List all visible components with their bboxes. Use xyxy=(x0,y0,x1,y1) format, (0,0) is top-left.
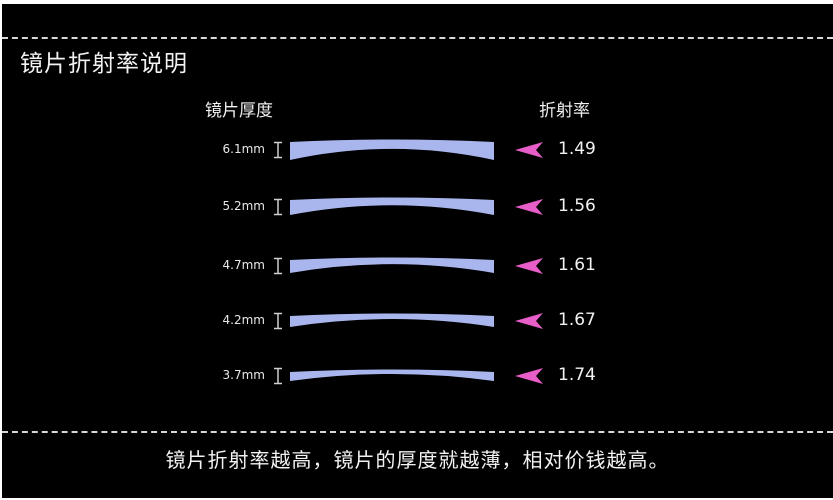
thickness-measure-icon xyxy=(274,257,282,274)
refractive-index-value: 1.67 xyxy=(558,309,596,330)
refractive-index-column-header: 折射率 xyxy=(539,101,590,121)
bottom-dashed-divider xyxy=(2,431,833,433)
lens-row: 5.2mm 1.56 xyxy=(2,196,833,226)
thickness-label: 3.7mm xyxy=(222,367,265,382)
thickness-label: 4.7mm xyxy=(222,257,265,272)
pointer-arrow-icon xyxy=(515,367,543,384)
thickness-measure-icon xyxy=(274,312,282,329)
refractive-index-value: 1.56 xyxy=(558,195,596,216)
pointer-arrow-icon xyxy=(515,312,543,329)
footer-note: 镜片折射率越高，镜片的厚度就越薄，相对价钱越高。 xyxy=(165,448,670,472)
thickness-label: 6.1mm xyxy=(222,142,265,156)
thickness-label: 4.2mm xyxy=(222,312,265,327)
refractive-index-value: 1.61 xyxy=(558,254,596,275)
lens-cross-section xyxy=(290,369,494,381)
pointer-arrow-icon xyxy=(515,257,543,274)
refractive-index-value: 1.74 xyxy=(558,364,596,385)
lens-cross-section xyxy=(290,257,494,273)
thickness-measure-icon xyxy=(274,198,282,215)
pointer-arrow-icon xyxy=(515,198,543,215)
thickness-measure-icon xyxy=(274,367,282,384)
lens-row: 4.7mm 1.61 xyxy=(2,254,833,286)
diagram-canvas: 镜片折射率说明 镜片厚度 折射率 6.1mm 1.49 5.2mm 1.56 4.7mm… xyxy=(2,4,833,498)
thickness-column-header: 镜片厚度 xyxy=(205,101,273,121)
lens-row: 6.1mm 1.49 xyxy=(2,138,833,168)
thickness-measure-icon xyxy=(274,141,282,159)
lens-row: 3.7mm 1.74 xyxy=(2,364,833,398)
lens-row: 4.2mm 1.67 xyxy=(2,309,833,342)
refractive-index-value: 1.49 xyxy=(558,139,596,159)
top-dashed-divider xyxy=(2,37,833,39)
lens-cross-section xyxy=(290,139,494,160)
page-title: 镜片折射率说明 xyxy=(20,51,188,77)
lens-cross-section xyxy=(290,197,494,215)
thickness-label: 5.2mm xyxy=(222,198,265,213)
lens-cross-section xyxy=(290,313,494,327)
pointer-arrow-icon xyxy=(515,142,543,158)
